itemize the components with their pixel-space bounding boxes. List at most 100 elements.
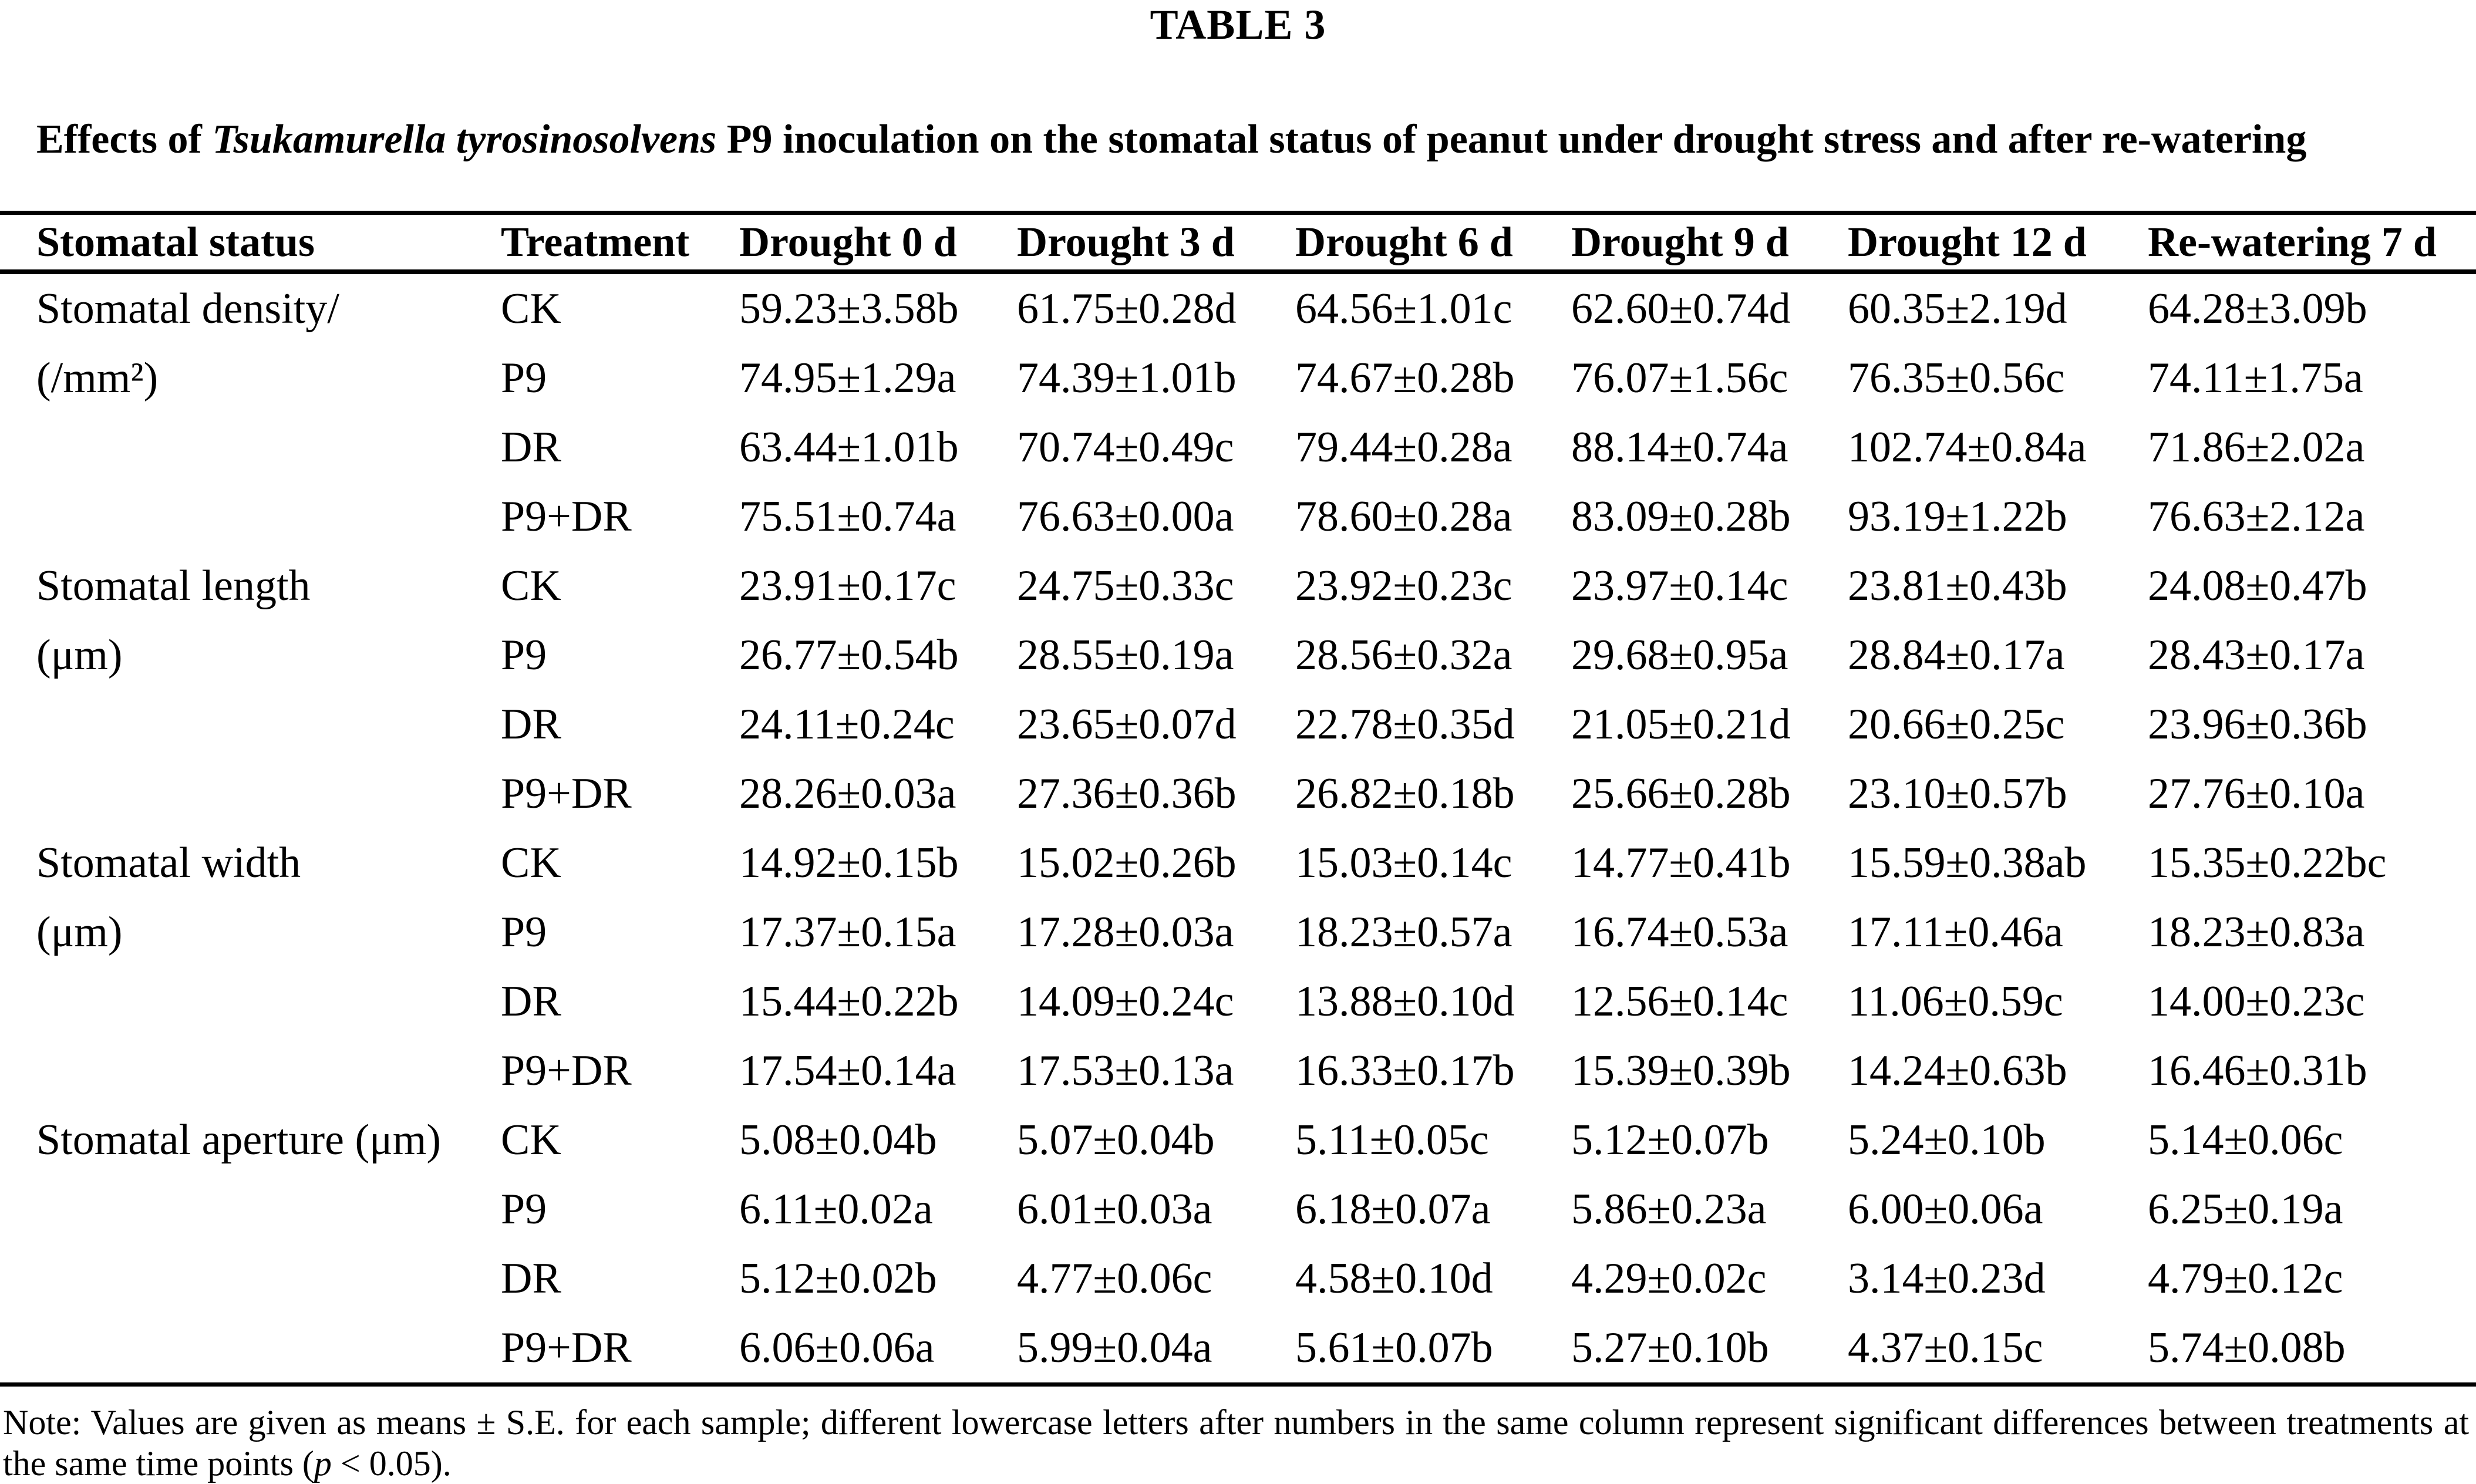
table-caption: Effects of Tsukamurella tyrosinosolvens … — [36, 113, 2450, 167]
row-group-label: Stomatal density/ (/mm²) — [0, 272, 501, 551]
table-row: P9+DR 6.06±0.06a 5.99±0.04a 5.61±0.07b 5.27±… — [0, 1313, 2476, 1385]
table-row: P9+DR 17.54±0.14a 17.53±0.13a 16.33±0.17b 15… — [0, 1036, 2476, 1105]
treatment-cell: P9 — [501, 1185, 547, 1233]
value-cell: 6.25±0.19a — [2148, 1185, 2343, 1233]
value-cell: 16.46±0.31b — [2148, 1046, 2367, 1095]
value-cell: 26.82±0.18b — [1295, 769, 1515, 818]
treatment-cell: P9+DR — [501, 1046, 632, 1095]
value-cell: 74.39±1.01b — [1017, 353, 1237, 402]
table-row: Stomatal length (μm) CK 23.91±0.17c 24.75±0.… — [0, 551, 2476, 679]
value-cell: 15.03±0.14c — [1295, 838, 1512, 887]
value-cell: 24.75±0.33c — [1017, 561, 1234, 610]
value-cell: 64.56±1.01c — [1295, 284, 1512, 333]
treatment-cell: P9+DR — [501, 1323, 632, 1372]
value-cell: 60.35±2.19d — [1848, 284, 2067, 333]
value-cell: 76.63±0.00a — [1017, 492, 1234, 541]
value-cell: 71.86±2.02a — [2148, 423, 2365, 471]
treatment-cell: DR — [501, 977, 561, 1026]
col-header-drought-6d: Drought 6 d — [1295, 218, 1513, 265]
value-cell: 24.08±0.47b — [2148, 561, 2367, 610]
value-cell: 11.06±0.59c — [1848, 977, 2063, 1026]
table-row: P9+DR 75.51±0.74a 76.63±0.00a 78.60±0.28a 83… — [0, 482, 2476, 551]
value-cell: 5.08±0.04b — [739, 1115, 937, 1164]
value-cell: 16.33±0.17b — [1295, 1046, 1515, 1095]
value-cell: 6.11±0.02a — [739, 1185, 933, 1233]
value-cell: 29.68±0.95a — [1571, 630, 1788, 679]
value-cell: 5.74±0.08b — [2148, 1323, 2346, 1372]
treatment-cell: P9 — [501, 630, 547, 679]
col-header-rewatering-7d: Re-watering 7 d — [2148, 218, 2437, 265]
table-row: Stomatal width (μm) CK 14.92±0.15b 15.02±0.2… — [0, 828, 2476, 956]
value-cell: 12.56±0.14c — [1571, 977, 1788, 1026]
value-cell: 15.35±0.22bc — [2148, 838, 2387, 887]
table-row: P9 17.37±0.15a 17.28±0.03a 18.23±0.57a 16.74… — [0, 898, 2476, 967]
table-row: P9+DR 28.26±0.03a 27.36±0.36b 26.82±0.18b 25… — [0, 759, 2476, 828]
value-cell: 5.99±0.04a — [1017, 1323, 1212, 1372]
value-cell: 6.06±0.06a — [739, 1323, 935, 1372]
value-cell: 21.05±0.21d — [1571, 700, 1791, 748]
caption-suffix: P9 inoculation on the stomatal status of… — [716, 117, 2307, 162]
value-cell: 14.92±0.15b — [739, 838, 959, 887]
row-group-label-line1: Stomatal density/ — [36, 284, 339, 333]
value-cell: 15.59±0.38ab — [1848, 838, 2087, 887]
table-row: DR 63.44±1.01b 70.74±0.49c 79.44±0.28a 88.14… — [0, 413, 2476, 482]
value-cell: 14.09±0.24c — [1017, 977, 1234, 1026]
value-cell: 78.60±0.28a — [1295, 492, 1512, 541]
row-group-label-line1: Stomatal aperture (μm) — [36, 1115, 441, 1164]
value-cell: 27.36±0.36b — [1017, 769, 1237, 818]
treatment-cell: P9+DR — [501, 492, 632, 541]
value-cell: 25.66±0.28b — [1571, 769, 1791, 818]
note-text-end: < 0.05). — [331, 1444, 452, 1483]
row-group-label-line2: (/mm²) — [36, 353, 159, 402]
value-cell: 23.91±0.17c — [739, 561, 956, 610]
value-cell: 4.77±0.06c — [1017, 1254, 1212, 1303]
row-group-label-line1: Stomatal width — [36, 838, 301, 887]
col-header-drought-0d: Drought 0 d — [739, 218, 957, 265]
value-cell: 20.66±0.25c — [1848, 700, 2065, 748]
value-cell: 17.28±0.03a — [1017, 908, 1234, 956]
value-cell: 5.86±0.23a — [1571, 1185, 1767, 1233]
treatment-cell: CK — [501, 284, 561, 333]
value-cell: 28.56±0.32a — [1295, 630, 1512, 679]
value-cell: 5.61±0.07b — [1295, 1323, 1493, 1372]
value-cell: 16.74±0.53a — [1571, 908, 1788, 956]
value-cell: 3.14±0.23d — [1848, 1254, 2046, 1303]
value-cell: 64.28±3.09b — [2148, 284, 2367, 333]
row-group-label-line1: Stomatal length — [36, 561, 311, 610]
value-cell: 5.11±0.05c — [1295, 1115, 1489, 1164]
value-cell: 17.11±0.46a — [1848, 908, 2063, 956]
value-cell: 88.14±0.74a — [1571, 423, 1788, 471]
table-row: P9 6.11±0.02a 6.01±0.03a 6.18±0.07a 5.86±0.2… — [0, 1175, 2476, 1244]
value-cell: 4.29±0.02c — [1571, 1254, 1767, 1303]
value-cell: 6.00±0.06a — [1848, 1185, 2043, 1233]
table-row: Stomatal density/ (/mm²) CK 59.23±3.58b 61.7… — [0, 272, 2476, 402]
treatment-cell: DR — [501, 1254, 561, 1303]
table-row: DR 5.12±0.02b 4.77±0.06c 4.58±0.10d 4.29±0.0… — [0, 1244, 2476, 1313]
value-cell: 23.96±0.36b — [2148, 700, 2367, 748]
value-cell: 62.60±0.74d — [1571, 284, 1791, 333]
treatment-cell: CK — [501, 561, 561, 610]
value-cell: 63.44±1.01b — [739, 423, 959, 471]
table-row: P9 26.77±0.54b 28.55±0.19a 28.56±0.32a 29.68… — [0, 620, 2476, 690]
value-cell: 18.23±0.83a — [2148, 908, 2365, 956]
value-cell: 93.19±1.22b — [1848, 492, 2067, 541]
value-cell: 75.51±0.74a — [739, 492, 956, 541]
value-cell: 102.74±0.84a — [1848, 423, 2087, 471]
value-cell: 59.23±3.58b — [739, 284, 959, 333]
row-group-label: Stomatal width (μm) — [0, 828, 501, 1105]
value-cell: 28.43±0.17a — [2148, 630, 2365, 679]
value-cell: 70.74±0.49c — [1017, 423, 1234, 471]
value-cell: 6.18±0.07a — [1295, 1185, 1491, 1233]
treatment-cell: DR — [501, 423, 561, 471]
value-cell: 83.09±0.28b — [1571, 492, 1791, 541]
stomatal-status-table: Stomatal status Treatment Drought 0 d Dr… — [0, 211, 2476, 1387]
caption-species-name: Tsukamurella tyrosinosolvens — [212, 117, 717, 162]
note-text: Note: Values are given as means ± S.E. f… — [3, 1403, 2469, 1483]
col-header-drought-9d: Drought 9 d — [1571, 218, 1789, 265]
treatment-cell: DR — [501, 700, 561, 748]
value-cell: 15.44±0.22b — [739, 977, 959, 1026]
value-cell: 23.92±0.23c — [1295, 561, 1512, 610]
value-cell: 5.24±0.10b — [1848, 1115, 2046, 1164]
treatment-cell: CK — [501, 838, 561, 887]
value-cell: 17.53±0.13a — [1017, 1046, 1234, 1095]
